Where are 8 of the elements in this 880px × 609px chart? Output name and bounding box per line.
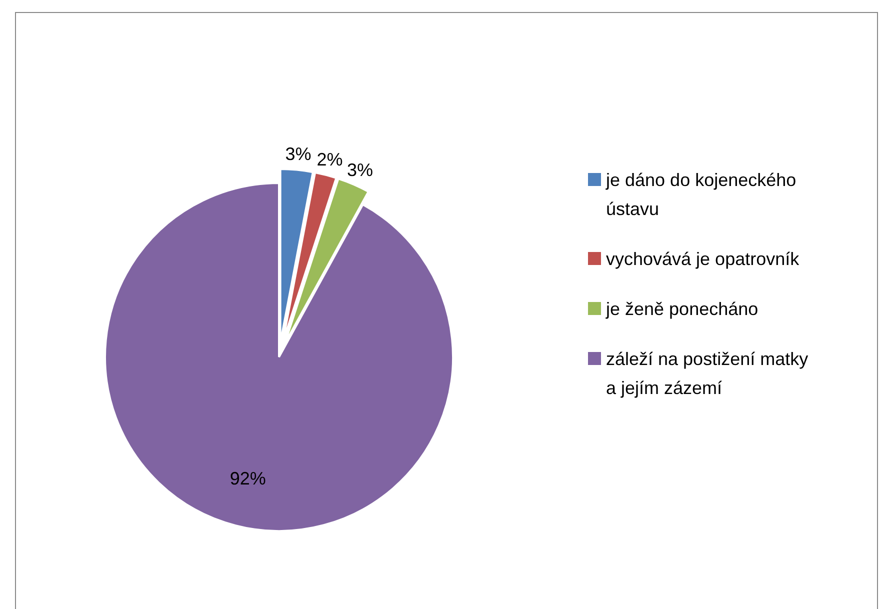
data-label: 3% (347, 160, 374, 180)
legend-label: je dáno do kojeneckého ústavu (605, 170, 796, 219)
data-label: 2% (316, 149, 343, 170)
data-label: 3% (285, 144, 312, 164)
data-label: 92% (230, 468, 266, 488)
legend-label: záleží na postižení matky a jejím zázemí (606, 349, 808, 398)
legend-label: je ženě ponecháno (605, 299, 758, 319)
legend-label: vychovává je opatrovník (606, 249, 800, 269)
